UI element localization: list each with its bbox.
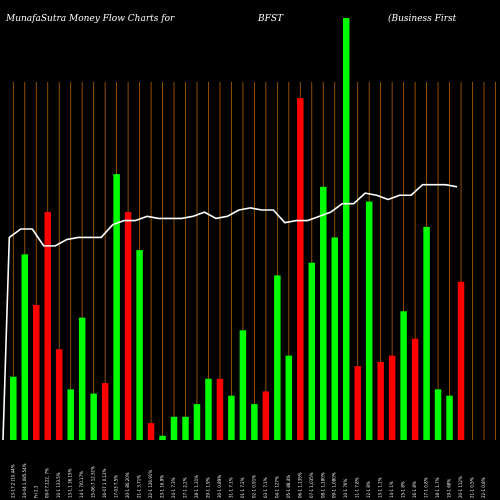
bar-red (297, 98, 304, 441)
bar-green (193, 404, 201, 440)
money-flow-line (2, 183, 458, 441)
x-tick-label: 21-1 0.5% (470, 477, 475, 498)
x-tick-label: 18-1 1.7% (435, 477, 440, 498)
x-tick-label: 13-1.1 36.15% (68, 468, 73, 498)
x-tick-label: 17-1 0.8% (424, 477, 429, 498)
bar-green (182, 416, 189, 440)
bar-series (10, 18, 465, 441)
x-tick-label: 16-07 1 0.12% (102, 468, 107, 498)
line-series (2, 183, 458, 441)
x-tick-label: 23-17.2 (10.44% (10, 464, 15, 498)
bar-green (136, 250, 143, 440)
x-tick-label: 10-1 76% (343, 479, 348, 498)
x-tick-label: 07-1 1,035% (309, 472, 314, 498)
x-tick-label: 22-1 126.91% (148, 470, 153, 498)
x-tick-label: 24-04 1,085.54% (22, 463, 27, 498)
bar-red (411, 338, 419, 440)
bar-red (124, 212, 132, 440)
x-tick-label: 08-1 1,180% (320, 472, 325, 498)
x-tick-label: 30-1 0.89% (217, 475, 222, 498)
bar-red (101, 383, 109, 440)
grid-lines (12, 82, 496, 440)
bar-red (377, 361, 384, 440)
bar-green (285, 355, 293, 440)
bar-green (400, 311, 407, 440)
x-tick-label: 29-1 1.9% (205, 477, 210, 498)
x-tick-label: 01-1 7.2% (240, 477, 245, 498)
bar-green (90, 393, 97, 440)
bar-green (159, 435, 166, 440)
bar-green (274, 275, 281, 440)
chart-title-left: MunafaSutra Money Flow Charts for (5, 14, 175, 24)
bar-green (446, 395, 453, 440)
bar-green (434, 389, 442, 440)
x-tick-label: 11-1 7.8% (355, 477, 360, 498)
bar-red (147, 423, 155, 440)
x-tick-label: 24-1 7.3% (171, 477, 176, 498)
bar-green (21, 254, 29, 440)
bar-red (44, 212, 51, 440)
x-tick-label: 20-1 80.20% (125, 472, 130, 498)
x-tick-label: 15-1 8% (401, 481, 406, 498)
x-tick-label: Fri 2.3 (33, 485, 38, 498)
x-tick-label: 14-1 1% (389, 481, 394, 498)
x-tick-label: 10-1 133.5% (56, 472, 61, 498)
x-tick-label: 09-1 1,080% (332, 472, 337, 498)
bar-green (78, 317, 86, 440)
bar-green (320, 186, 327, 440)
bar-green (170, 416, 178, 440)
x-tick-label: 17-03 7.5% (114, 475, 119, 498)
x-tick-label: 20-1 112% (458, 476, 463, 498)
chart-title-ticker: BFST (257, 14, 284, 24)
bar-green (331, 237, 338, 440)
bar-red (55, 349, 63, 440)
bar-green (67, 389, 74, 440)
x-tick-label: 27-1 2.2% (183, 477, 188, 498)
x-tick-label: 22-1 0.8% (481, 477, 486, 498)
x-tick-label: 15-06.7 12.51% (91, 466, 96, 498)
bar-green (113, 174, 120, 440)
x-tick-label: 09-F.7.122, 7% (45, 468, 50, 498)
bar-green (342, 18, 350, 440)
x-tick-label: 12-1 8% (366, 481, 371, 498)
bar-red (354, 366, 361, 440)
x-tick-label: 14-1 7/0.17% (79, 471, 84, 498)
x-tick-labels: 23-17.2 (10.44% 24-04 1,085.54% Fri 2.3 09-… (10, 463, 486, 498)
bar-red (388, 355, 396, 440)
bar-green (239, 330, 247, 440)
bar-green (10, 376, 17, 440)
x-tick-label: 04-1 127% (274, 476, 279, 498)
bar-green (251, 404, 258, 440)
x-tick-label: 03-1 7.1% (263, 477, 268, 498)
x-tick-label: 13-1 1.1% (378, 477, 383, 498)
bar-red (216, 378, 224, 440)
x-tick-label: 05-1 88.4% (286, 475, 291, 498)
bar-red (33, 304, 40, 440)
x-tick-label: 06-1 1,135% (297, 472, 302, 498)
bar-green (423, 226, 430, 440)
bar-red (262, 391, 270, 440)
x-tick-label: 19-1 68% (447, 479, 452, 498)
bar-green (205, 378, 212, 440)
bar-green (308, 262, 316, 440)
bar-green (228, 395, 235, 440)
chart-title-company: (Business First (388, 13, 457, 24)
x-tick-label: 02-1 0.91% (251, 475, 256, 498)
x-tick-label: 31-1 7.1% (228, 477, 233, 498)
bar-green (365, 201, 373, 440)
x-tick-label: 16-1 8% (412, 481, 417, 498)
x-tick-label: 21-1 3.71% (137, 475, 142, 498)
bar-red (457, 281, 465, 440)
x-tick-label: 28-1 1.31% (194, 475, 199, 498)
x-tick-label: 23-1 16.9% (160, 475, 165, 498)
